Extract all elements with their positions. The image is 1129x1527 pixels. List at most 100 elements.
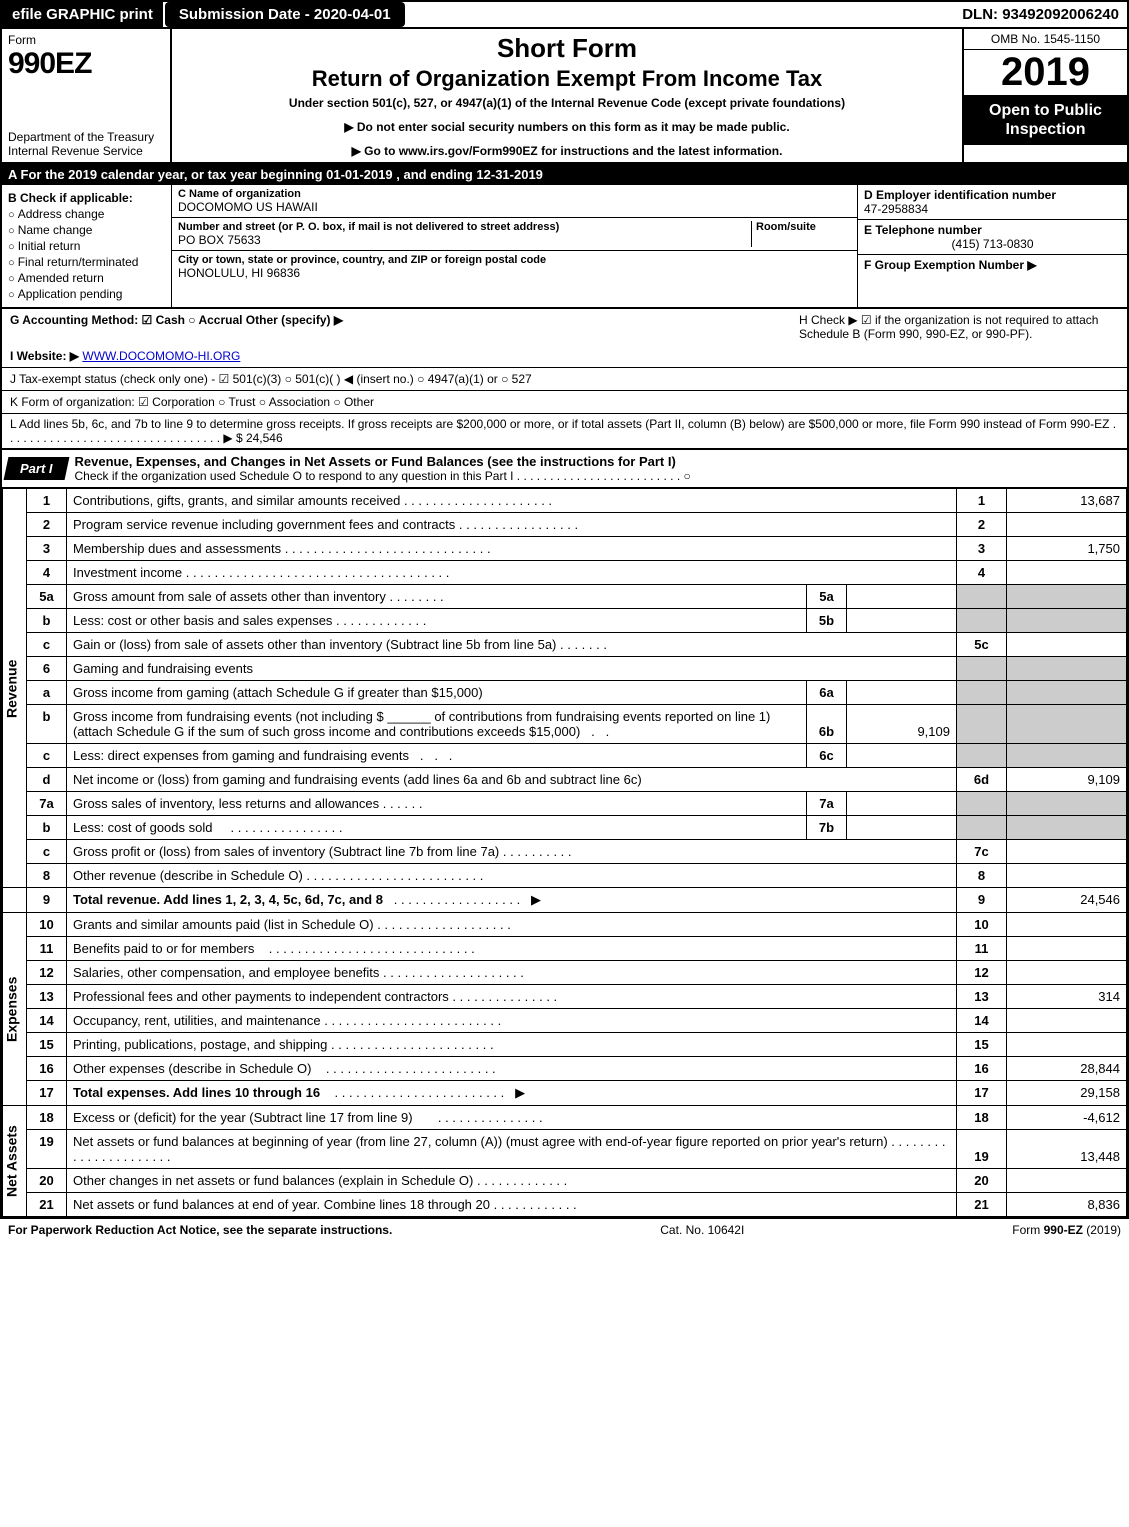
- city-label: City or town, state or province, country…: [178, 254, 851, 266]
- val-8: [1007, 864, 1127, 888]
- sbox-5a: 5a: [807, 585, 847, 609]
- box-7c: 7c: [957, 840, 1007, 864]
- desc-8: Other revenue (describe in Schedule O): [73, 868, 303, 883]
- chk-amended-return[interactable]: Amended return: [8, 271, 165, 285]
- footer-cat: Cat. No. 10642I: [660, 1223, 744, 1237]
- room-label: Room/suite: [756, 221, 851, 233]
- val-6d: 9,109: [1007, 768, 1127, 792]
- note-ssn: Do not enter social security numbers on …: [344, 120, 789, 134]
- val-15: [1007, 1033, 1127, 1057]
- tax-year: 2019: [964, 50, 1127, 95]
- desc-2: Program service revenue including govern…: [73, 517, 455, 532]
- val-14: [1007, 1009, 1127, 1033]
- desc-10: Grants and similar amounts paid (list in…: [73, 917, 374, 932]
- chk-final-return[interactable]: Final return/terminated: [8, 255, 165, 269]
- desc-6c: Less: direct expenses from gaming and fu…: [73, 748, 409, 763]
- part-1-title: Revenue, Expenses, and Changes in Net As…: [75, 454, 691, 469]
- sval-6a: [847, 681, 957, 705]
- section-b: B Check if applicable: Address change Na…: [2, 185, 172, 307]
- val-19: 13,448: [1007, 1130, 1127, 1169]
- part-1-header: Part I Revenue, Expenses, and Changes in…: [2, 449, 1127, 488]
- dept-treasury: Department of the Treasury: [8, 130, 164, 144]
- section-c-label: C Name of organization: [178, 188, 851, 200]
- dept-irs: Internal Revenue Service: [8, 144, 164, 158]
- section-e-label: E Telephone number: [864, 223, 1121, 237]
- chk-application-pending[interactable]: Application pending: [8, 287, 165, 301]
- omb-number: OMB No. 1545-1150: [964, 29, 1127, 50]
- section-l: L Add lines 5b, 6c, and 7b to line 9 to …: [2, 414, 1127, 449]
- desc-11: Benefits paid to or for members: [73, 941, 254, 956]
- entity-block: B Check if applicable: Address change Na…: [2, 185, 1127, 309]
- ln-1: 1: [27, 489, 67, 513]
- sbox-7a: 7a: [807, 792, 847, 816]
- desc-7a: Gross sales of inventory, less returns a…: [73, 796, 379, 811]
- val-21: 8,836: [1007, 1193, 1127, 1217]
- revenue-table: Revenue 1 Contributions, gifts, grants, …: [2, 488, 1127, 1217]
- desc-1: Contributions, gifts, grants, and simila…: [73, 493, 400, 508]
- part-1-tab: Part I: [20, 461, 53, 476]
- section-b-title: B Check if applicable:: [8, 191, 165, 205]
- box-12: 12: [957, 961, 1007, 985]
- submission-date-label: Submission Date - 2020-04-01: [165, 2, 405, 27]
- val-17: 29,158: [1007, 1081, 1127, 1106]
- val-13: 314: [1007, 985, 1127, 1009]
- section-k: K Form of organization: ☑ Corporation ○ …: [2, 391, 1127, 414]
- desc-6d: Net income or (loss) from gaming and fun…: [73, 772, 642, 787]
- desc-15: Printing, publications, postage, and shi…: [73, 1037, 327, 1052]
- sbox-6c: 6c: [807, 744, 847, 768]
- box-4: 4: [957, 561, 1007, 585]
- chk-initial-return[interactable]: Initial return: [8, 239, 165, 253]
- sval-7b: [847, 816, 957, 840]
- sbox-7b: 7b: [807, 816, 847, 840]
- addr-label: Number and street (or P. O. box, if mail…: [178, 221, 751, 233]
- val-7c: [1007, 840, 1127, 864]
- sbox-5b: 5b: [807, 609, 847, 633]
- desc-20: Other changes in net assets or fund bala…: [73, 1173, 473, 1188]
- box-18: 18: [957, 1106, 1007, 1130]
- note-instructions: Go to www.irs.gov/Form990EZ for instruct…: [352, 144, 783, 158]
- val-4: [1007, 561, 1127, 585]
- desc-4: Investment income: [73, 565, 182, 580]
- desc-12: Salaries, other compensation, and employ…: [73, 965, 379, 980]
- desc-9: Total revenue. Add lines 1, 2, 3, 4, 5c,…: [73, 892, 383, 907]
- section-g: G Accounting Method: ☑ Cash ○ Accrual Ot…: [10, 313, 789, 327]
- return-title: Return of Organization Exempt From Incom…: [180, 66, 954, 92]
- desc-16: Other expenses (describe in Schedule O): [73, 1061, 311, 1076]
- revenue-vlabel: Revenue: [3, 489, 27, 888]
- sval-6c: [847, 744, 957, 768]
- desc-7b: Less: cost of goods sold: [73, 820, 212, 835]
- box-3: 3: [957, 537, 1007, 561]
- val-20: [1007, 1169, 1127, 1193]
- efile-print-button[interactable]: efile GRAPHIC print: [2, 2, 163, 27]
- form-header: Form 990EZ Department of the Treasury In…: [2, 29, 1127, 164]
- desc-6: Gaming and fundraising events: [67, 657, 957, 681]
- sval-6b: 9,109: [847, 705, 957, 744]
- org-name: DOCOMOMO US HAWAII: [178, 200, 851, 214]
- desc-17: Total expenses. Add lines 10 through 16: [73, 1085, 320, 1100]
- box-21: 21: [957, 1193, 1007, 1217]
- desc-5b: Less: cost or other basis and sales expe…: [73, 613, 332, 628]
- sbox-6a: 6a: [807, 681, 847, 705]
- box-16: 16: [957, 1057, 1007, 1081]
- chk-name-change[interactable]: Name change: [8, 223, 165, 237]
- footer-form: Form 990-EZ (2019): [1012, 1223, 1121, 1237]
- box-1: 1: [957, 489, 1007, 513]
- box-5c: 5c: [957, 633, 1007, 657]
- page-footer: For Paperwork Reduction Act Notice, see …: [0, 1219, 1129, 1241]
- val-10: [1007, 913, 1127, 937]
- chk-address-change[interactable]: Address change: [8, 207, 165, 221]
- org-address: PO BOX 75633: [178, 233, 751, 247]
- box-11: 11: [957, 937, 1007, 961]
- val-9: 24,546: [1007, 888, 1127, 913]
- open-public-inspection: Open to Public Inspection: [964, 95, 1127, 145]
- form-label: Form: [8, 33, 164, 47]
- desc-3: Membership dues and assessments: [73, 541, 281, 556]
- irs-link[interactable]: www.irs.gov/Form990EZ: [399, 144, 538, 158]
- val-16: 28,844: [1007, 1057, 1127, 1081]
- netassets-vlabel: Net Assets: [3, 1106, 27, 1217]
- box-6d: 6d: [957, 768, 1007, 792]
- section-f-label: F Group Exemption Number ▶: [864, 258, 1121, 272]
- box-20: 20: [957, 1169, 1007, 1193]
- box-15: 15: [957, 1033, 1007, 1057]
- website-link[interactable]: WWW.DOCOMOMO-HI.ORG: [82, 349, 240, 363]
